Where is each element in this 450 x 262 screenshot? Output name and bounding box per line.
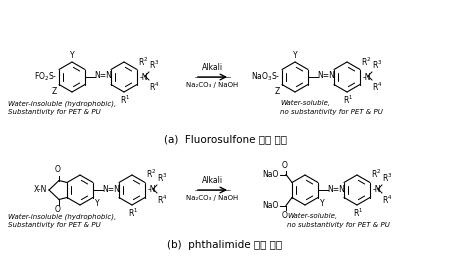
Text: R$^3$: R$^3$	[149, 59, 159, 71]
Text: R$^2$: R$^2$	[371, 168, 381, 181]
Text: -N: -N	[140, 73, 148, 81]
Text: -N: -N	[148, 185, 157, 194]
Text: N=N: N=N	[327, 184, 345, 194]
Text: (a)  Fluorosulfone 구조 도입: (a) Fluorosulfone 구조 도입	[163, 134, 287, 144]
Text: no substantivity for PET & PU: no substantivity for PET & PU	[287, 222, 390, 228]
Text: Water-soluble,: Water-soluble,	[287, 213, 337, 219]
Text: R$^4$: R$^4$	[157, 194, 167, 206]
Text: NaO: NaO	[263, 170, 279, 179]
Text: R$^4$: R$^4$	[372, 81, 382, 93]
Text: Water-soluble,: Water-soluble,	[280, 100, 330, 106]
Text: Y: Y	[70, 51, 74, 60]
Text: Z: Z	[275, 86, 280, 96]
Text: Y: Y	[320, 199, 324, 209]
Text: Water-insoluble (hydrophobic),: Water-insoluble (hydrophobic),	[8, 100, 116, 107]
Text: O: O	[282, 210, 288, 220]
Text: R$^1$: R$^1$	[353, 207, 363, 219]
Text: R$^4$: R$^4$	[382, 194, 392, 206]
Text: FO$_2$S-: FO$_2$S-	[34, 71, 57, 83]
Text: Z: Z	[52, 86, 57, 96]
Text: N=N: N=N	[317, 72, 335, 80]
Text: R$^1$: R$^1$	[128, 207, 138, 219]
Text: R$^3$: R$^3$	[372, 59, 382, 71]
Text: Y: Y	[292, 51, 297, 60]
Text: Water-insoluble (hydrophobic),: Water-insoluble (hydrophobic),	[8, 213, 116, 220]
Text: Y: Y	[95, 199, 99, 209]
Text: O: O	[55, 205, 61, 215]
Text: Substantivity for PET & PU: Substantivity for PET & PU	[8, 109, 101, 115]
Text: R$^2$: R$^2$	[361, 55, 371, 68]
Text: R$^2$: R$^2$	[146, 168, 156, 181]
Text: R$^2$: R$^2$	[138, 55, 148, 68]
Text: NaO$_3$S-: NaO$_3$S-	[251, 71, 280, 83]
Text: N=N: N=N	[102, 184, 120, 194]
Text: O: O	[55, 166, 61, 174]
Text: (b)  phthalimide 구조 도입: (b) phthalimide 구조 도입	[167, 240, 283, 250]
Text: R$^3$: R$^3$	[382, 172, 392, 184]
Text: -N: -N	[373, 185, 382, 194]
Text: R$^1$: R$^1$	[120, 94, 130, 106]
Text: O: O	[282, 161, 288, 170]
Text: Alkali: Alkali	[202, 63, 223, 72]
Text: Na₂CO₃ / NaOH: Na₂CO₃ / NaOH	[186, 195, 238, 201]
Text: R$^1$: R$^1$	[343, 94, 353, 106]
Text: R$^4$: R$^4$	[149, 81, 159, 93]
Text: Na₂CO₃ / NaOH: Na₂CO₃ / NaOH	[186, 82, 238, 88]
Text: Alkali: Alkali	[202, 176, 223, 185]
Text: NaO: NaO	[263, 201, 279, 210]
Text: R$^3$: R$^3$	[157, 172, 167, 184]
Text: no substantivity for PET & PU: no substantivity for PET & PU	[280, 109, 383, 115]
Text: -N: -N	[363, 73, 372, 81]
Text: X-N: X-N	[34, 185, 47, 194]
Text: N=N: N=N	[94, 72, 112, 80]
Text: Substantivity for PET & PU: Substantivity for PET & PU	[8, 222, 101, 228]
